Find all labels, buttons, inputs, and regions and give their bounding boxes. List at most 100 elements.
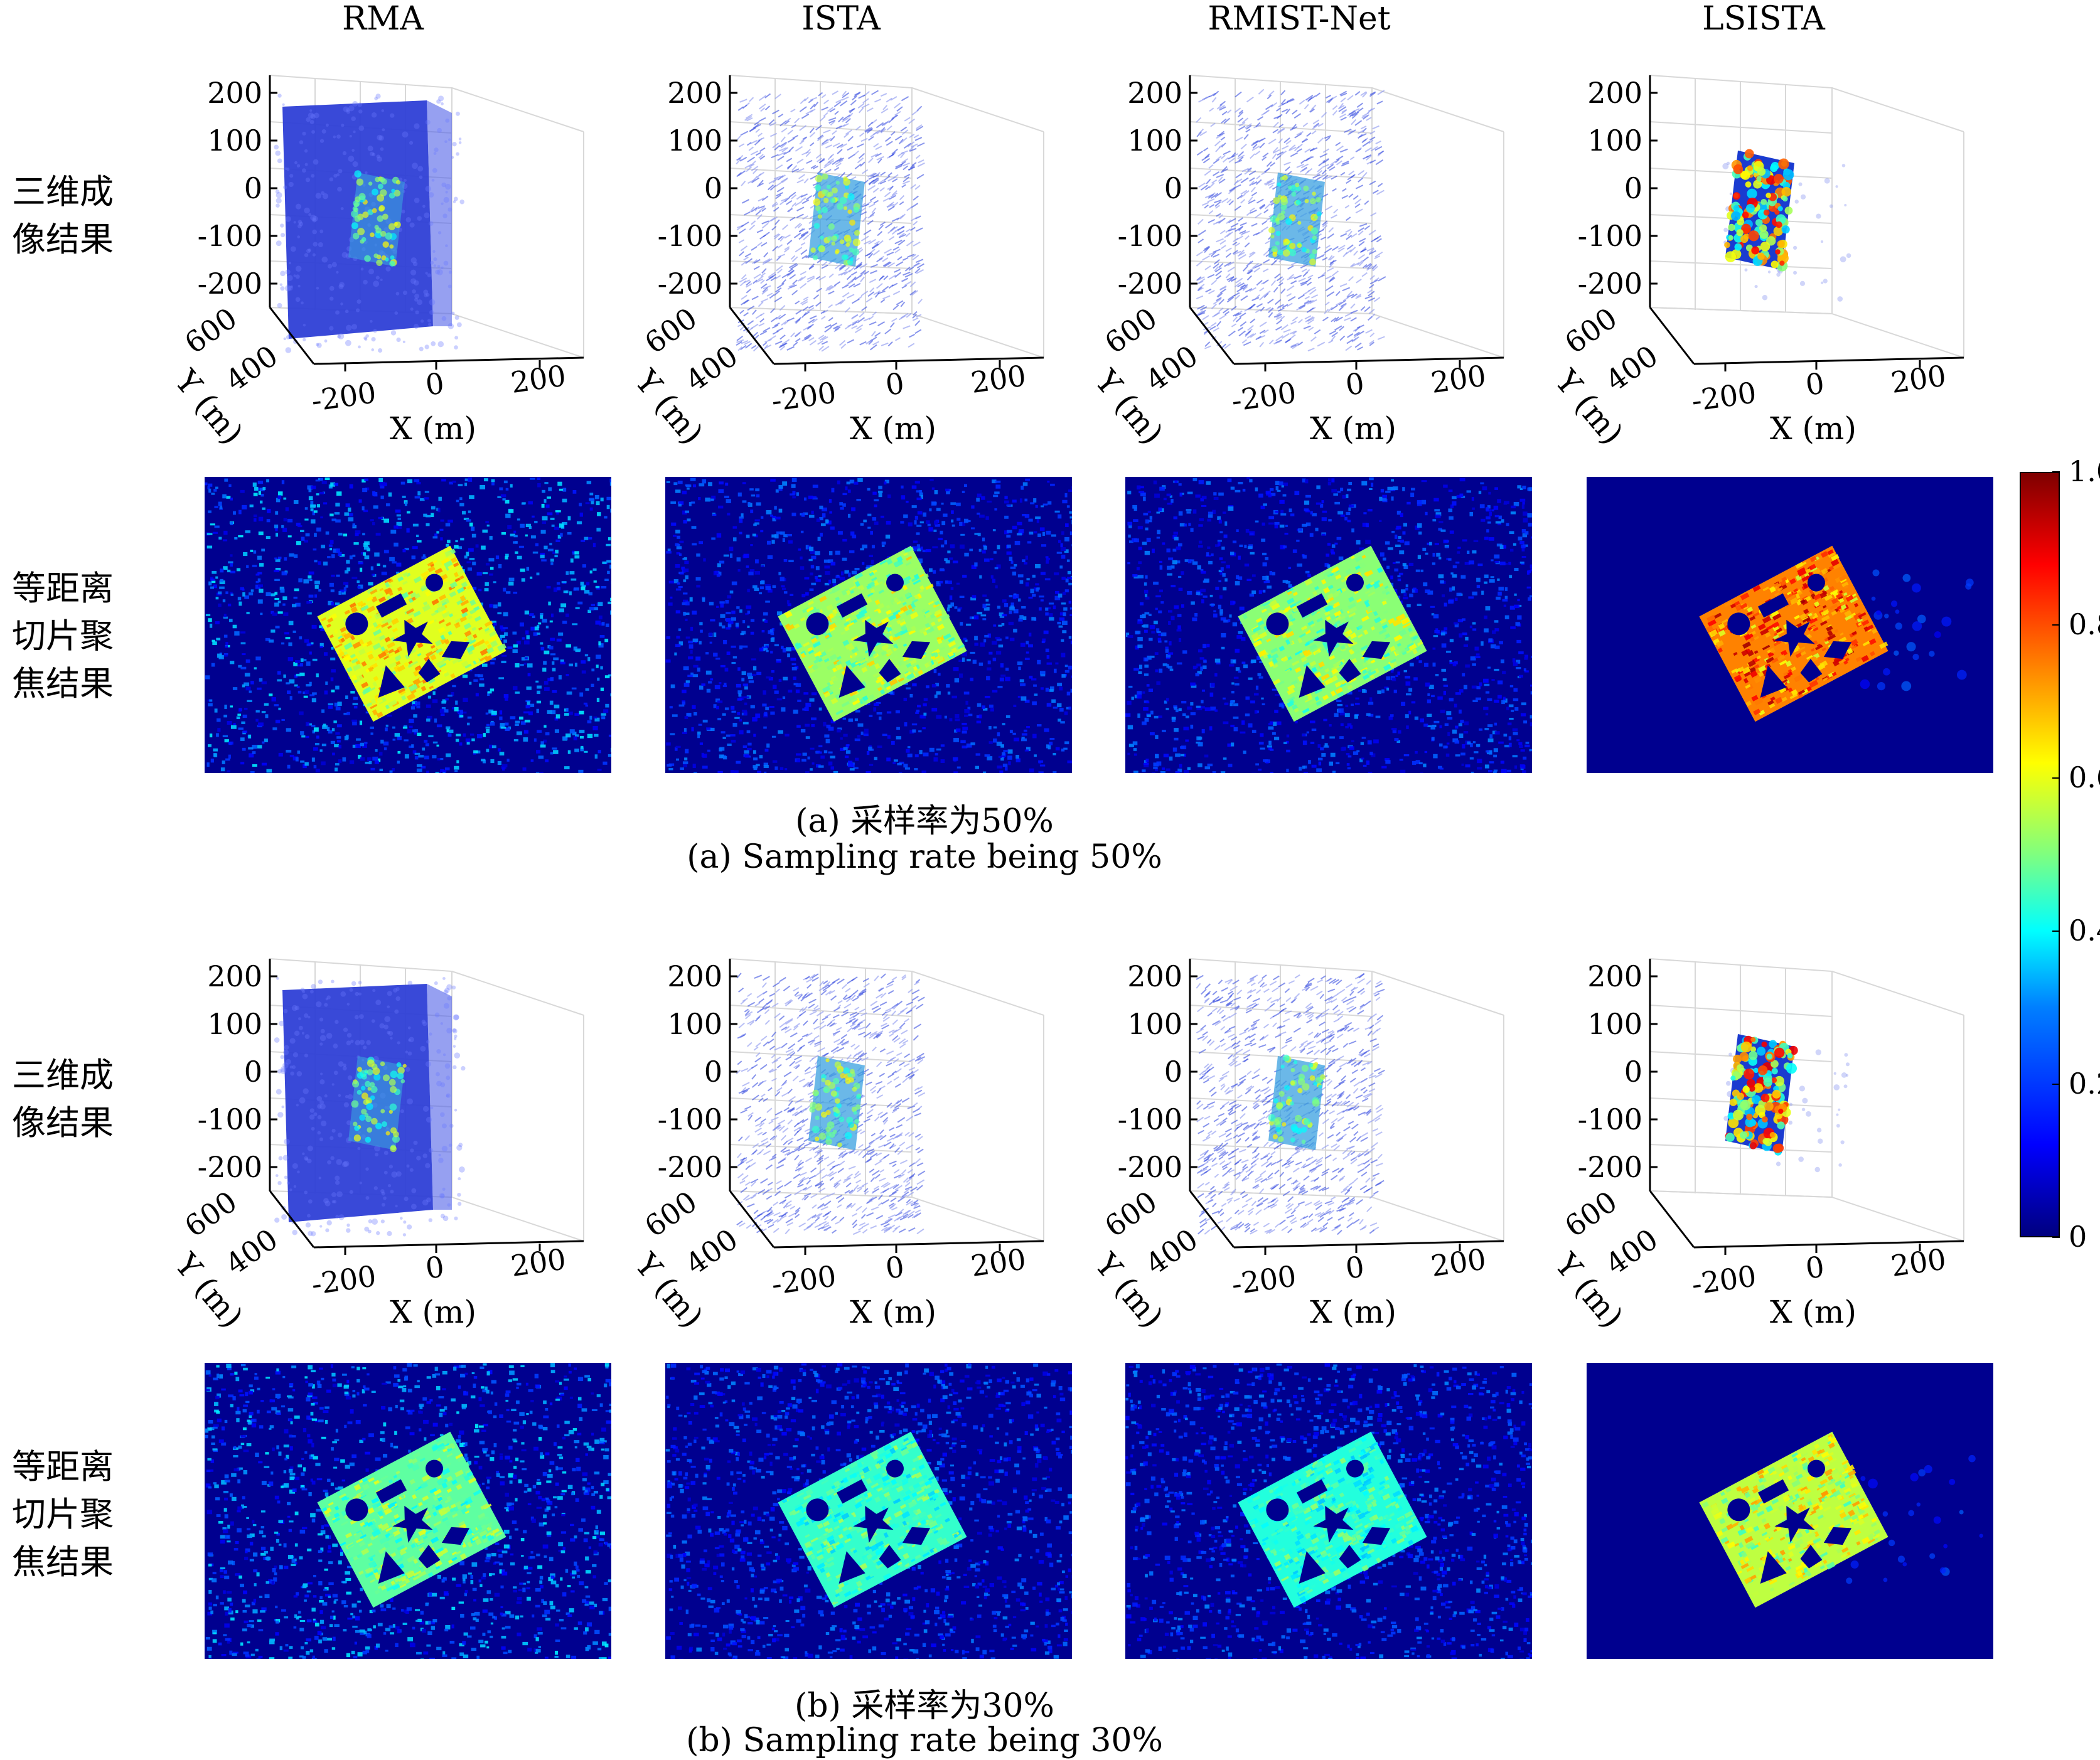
target-plate [808,1056,865,1150]
title-rmist-net: RMIST-Net [1208,0,1391,38]
target-plate [317,1431,506,1608]
z-tick-label: 100 [1587,124,1642,157]
z-tick-label: -200 [658,1150,722,1184]
x-tick-label: -200 [1229,375,1299,418]
y-tick-label: 400 [219,1222,284,1282]
z-tick-label: 200 [207,76,262,110]
title-lsista: LSISTA [1702,0,1825,38]
x-axis-label: X (m) [850,1294,936,1330]
speckle-noise [205,477,611,773]
x-tick-label: 0 [1344,1249,1367,1286]
slice-lsista-30 [1587,1363,1993,1659]
colorbar-tick-label: 0.2 [2069,1067,2100,1101]
z-axis-label: Z (m) [157,1035,158,1121]
z-tick-label: -100 [198,1102,262,1136]
x-tick-label: 200 [509,1242,568,1283]
z-tick-label: 100 [1127,1007,1182,1041]
z-axis-label: Z (m) [1537,1035,1538,1121]
z-axis-label: Z (m) [1077,1035,1078,1121]
caption-a-en: (a) Sampling rate being 50% [687,838,1162,876]
y-tick-label: 400 [1599,339,1664,398]
z-tick-label: 0 [1624,1055,1642,1089]
speckle-noise [665,477,1072,773]
y-tick-label: 400 [1139,1222,1204,1282]
x-tick-label: 200 [509,358,568,400]
z-tick-label: 0 [244,171,262,205]
z-tick-label: -100 [1118,219,1182,253]
x-tick-label: 200 [1889,358,1948,400]
slice-image [1125,1363,1532,1659]
x-tick-label: -200 [769,1259,838,1301]
slice-lsista-50 [1587,477,1993,773]
colorbar-tick-mark [2052,471,2060,472]
target-plate [1699,1431,1888,1608]
slice-ista-30 [665,1363,1072,1659]
x-tick-label: -200 [309,375,378,418]
y-tick-label: 600 [178,301,243,361]
x-tick-label: -200 [1690,375,1759,418]
z-tick-label: 0 [704,1055,722,1089]
z-tick-label: 200 [207,959,262,993]
x-tick-label: 0 [1804,1249,1827,1286]
z-tick-label: 100 [1127,124,1182,157]
z-tick-label: -200 [658,267,722,301]
z-tick-label: -100 [1118,1102,1182,1136]
z-tick-label: -200 [198,1150,262,1184]
x-tick-label: 200 [1889,1242,1948,1283]
target-plate [1268,173,1325,267]
z-tick-label: 200 [667,76,722,110]
x-tick-label: -200 [1229,1259,1299,1301]
target-plate [1238,1431,1427,1608]
target-plate [1724,149,1794,272]
x-axis-label: X (m) [390,410,476,447]
y-tick-label: 400 [679,339,744,398]
z-axis-label: Z (m) [1537,151,1538,237]
z-tick-label: 200 [1127,76,1182,110]
x-tick-label: -200 [1690,1259,1759,1301]
z-tick-label: 0 [1164,1055,1182,1089]
slice-image [665,1363,1072,1659]
z-tick-label: 200 [1587,76,1642,110]
z-axis-label: Z (m) [157,151,158,237]
z-axis-label: Z (m) [1077,151,1078,237]
slice-rmist-50 [1125,477,1532,773]
caption-b-cn: (b) 采样率为30% [795,1687,1054,1725]
y-tick-label: 600 [1558,301,1623,361]
y-tick-label: 600 [1558,1185,1623,1244]
z-tick-label: 0 [1164,171,1182,205]
slice-image [205,477,611,773]
row-label-slice-a: 等距离 切片聚 焦结果 [12,568,114,703]
z-tick-label: -100 [1578,1102,1642,1136]
z-tick-label: -200 [1578,1150,1642,1184]
x-tick-label: 0 [884,366,907,402]
colorbar-tick-label: 1.0 [2069,454,2100,488]
z-tick-label: 0 [1624,171,1642,205]
speckle-noise [665,1363,1072,1659]
caption-b-en: (b) Sampling rate being 30% [686,1722,1163,1759]
colorbar-tick-label: 0.6 [2069,760,2100,794]
point-cloud [736,90,925,352]
x-tick-label: 200 [969,1242,1028,1283]
y-tick-label: 600 [638,301,703,361]
slice-image [205,1363,611,1659]
z-tick-label: 100 [1587,1007,1642,1041]
z-axis-label: Z (m) [617,1035,618,1121]
colorbar-tick-mark [2052,624,2060,626]
y-tick-label: 600 [178,1185,243,1244]
z-tick-label: -200 [1578,267,1642,301]
z-tick-label: 0 [704,171,722,205]
y-tick-label: 400 [1139,339,1204,398]
y-tick-label: 400 [1599,1222,1664,1282]
